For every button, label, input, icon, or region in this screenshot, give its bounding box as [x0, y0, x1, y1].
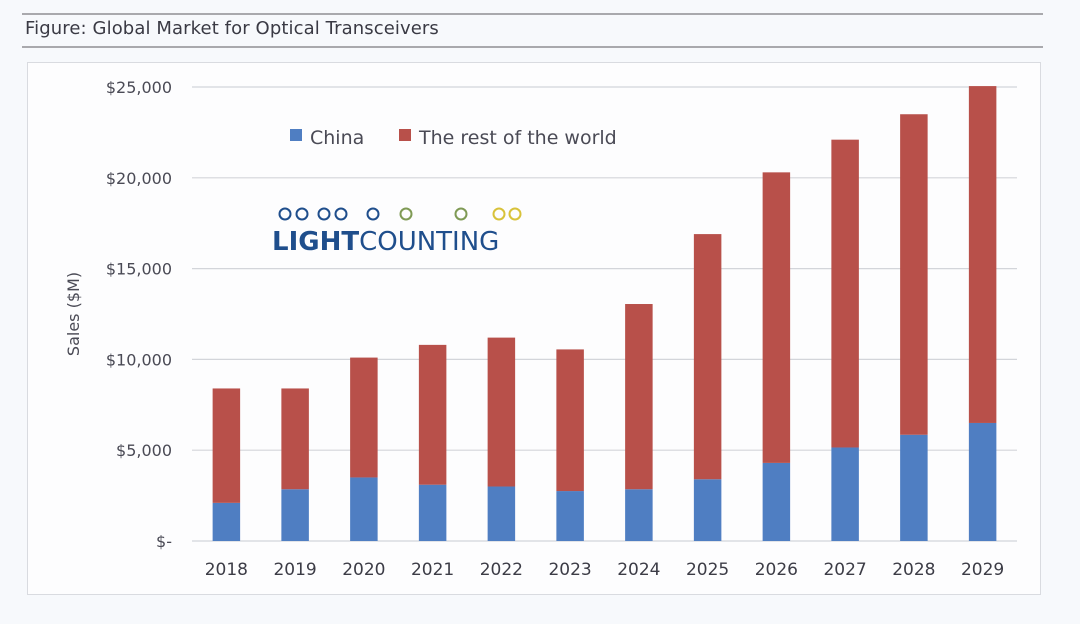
gridlines	[192, 86, 1017, 542]
bar-rest-of-world	[900, 114, 928, 435]
x-tick-label: 2027	[823, 560, 866, 580]
legend: China The rest of the world	[290, 127, 617, 149]
x-tick-label: 2023	[548, 560, 591, 580]
bar-china	[693, 479, 722, 541]
lightcounting-logo: LIGHTCOUNTING	[271, 207, 531, 257]
logo-dot-icon	[317, 207, 331, 221]
y-axis-ticks: $- $5,000 $10,000 $15,000 $20,000 $25,000	[106, 78, 172, 551]
bar-china	[350, 477, 378, 541]
chart-frame	[27, 62, 1041, 595]
logo-dot-icon	[366, 207, 380, 221]
legend-swatch-china	[290, 129, 302, 141]
logo-dot-icon	[508, 207, 522, 221]
bar-rest-of-world	[968, 86, 997, 423]
title-rule-bottom	[22, 46, 1043, 48]
bar-china	[212, 502, 241, 541]
bar-china	[556, 491, 584, 541]
bar-china	[900, 434, 928, 541]
x-tick-label: 2021	[411, 560, 454, 580]
y-tick-label: $5,000	[116, 441, 172, 460]
bar-rest-of-world	[625, 304, 653, 490]
logo-dot-icon	[399, 207, 413, 221]
y-axis-label: Sales ($M)	[64, 272, 83, 356]
logo-dot-icon	[295, 207, 309, 221]
bar-china	[418, 484, 447, 541]
x-tick-label: 2018	[205, 560, 248, 580]
logo-text: LIGHTCOUNTING	[272, 227, 499, 257]
logo-dot-icon	[278, 207, 292, 221]
bar-china	[487, 486, 516, 541]
bars	[212, 86, 997, 541]
bar-rest-of-world	[693, 234, 722, 480]
logo-text-regular: COUNTING	[359, 227, 499, 257]
logo-text-bold: LIGHT	[272, 227, 359, 257]
bar-china	[625, 489, 653, 541]
bar-rest-of-world	[762, 172, 791, 463]
logo-dots-icon	[278, 207, 522, 221]
figure-title: Figure: Global Market for Optical Transc…	[25, 18, 439, 39]
y-tick-label: $-	[156, 532, 172, 551]
bar-rest-of-world	[212, 388, 241, 503]
bar-rest-of-world	[831, 139, 859, 448]
bar-rest-of-world	[418, 344, 447, 485]
bar-china	[968, 422, 997, 541]
y-tick-label: $20,000	[106, 169, 172, 188]
title-rule-top	[22, 13, 1043, 15]
x-tick-label: 2029	[961, 560, 1004, 580]
x-tick-label: 2026	[755, 560, 798, 580]
x-tick-label: 2025	[686, 560, 729, 580]
x-tick-label: 2019	[273, 560, 316, 580]
y-tick-label: $25,000	[106, 78, 172, 97]
bar-china	[762, 462, 791, 541]
logo-dot-icon	[454, 207, 468, 221]
bar-china	[831, 447, 859, 541]
bar-rest-of-world	[350, 357, 378, 478]
bar-china	[281, 489, 309, 541]
legend-label-china: China	[310, 127, 364, 149]
y-tick-label: $15,000	[106, 260, 172, 279]
logo-dot-icon	[334, 207, 348, 221]
bar-rest-of-world	[556, 349, 584, 492]
legend-label-rest-of-world: The rest of the world	[418, 127, 617, 149]
x-tick-label: 2028	[892, 560, 935, 580]
x-tick-label: 2024	[617, 560, 660, 580]
logo-dot-icon	[492, 207, 506, 221]
x-tick-label: 2020	[342, 560, 385, 580]
x-axis-ticks: 2018 2019 2020 2021 2022 2023 2024 2025 2026 2027…	[205, 560, 1005, 580]
bar-rest-of-world	[281, 388, 309, 490]
y-tick-label: $10,000	[106, 350, 172, 369]
bar-rest-of-world	[487, 337, 516, 487]
x-tick-label: 2022	[480, 560, 523, 580]
legend-swatch-rest-of-world	[399, 129, 411, 141]
